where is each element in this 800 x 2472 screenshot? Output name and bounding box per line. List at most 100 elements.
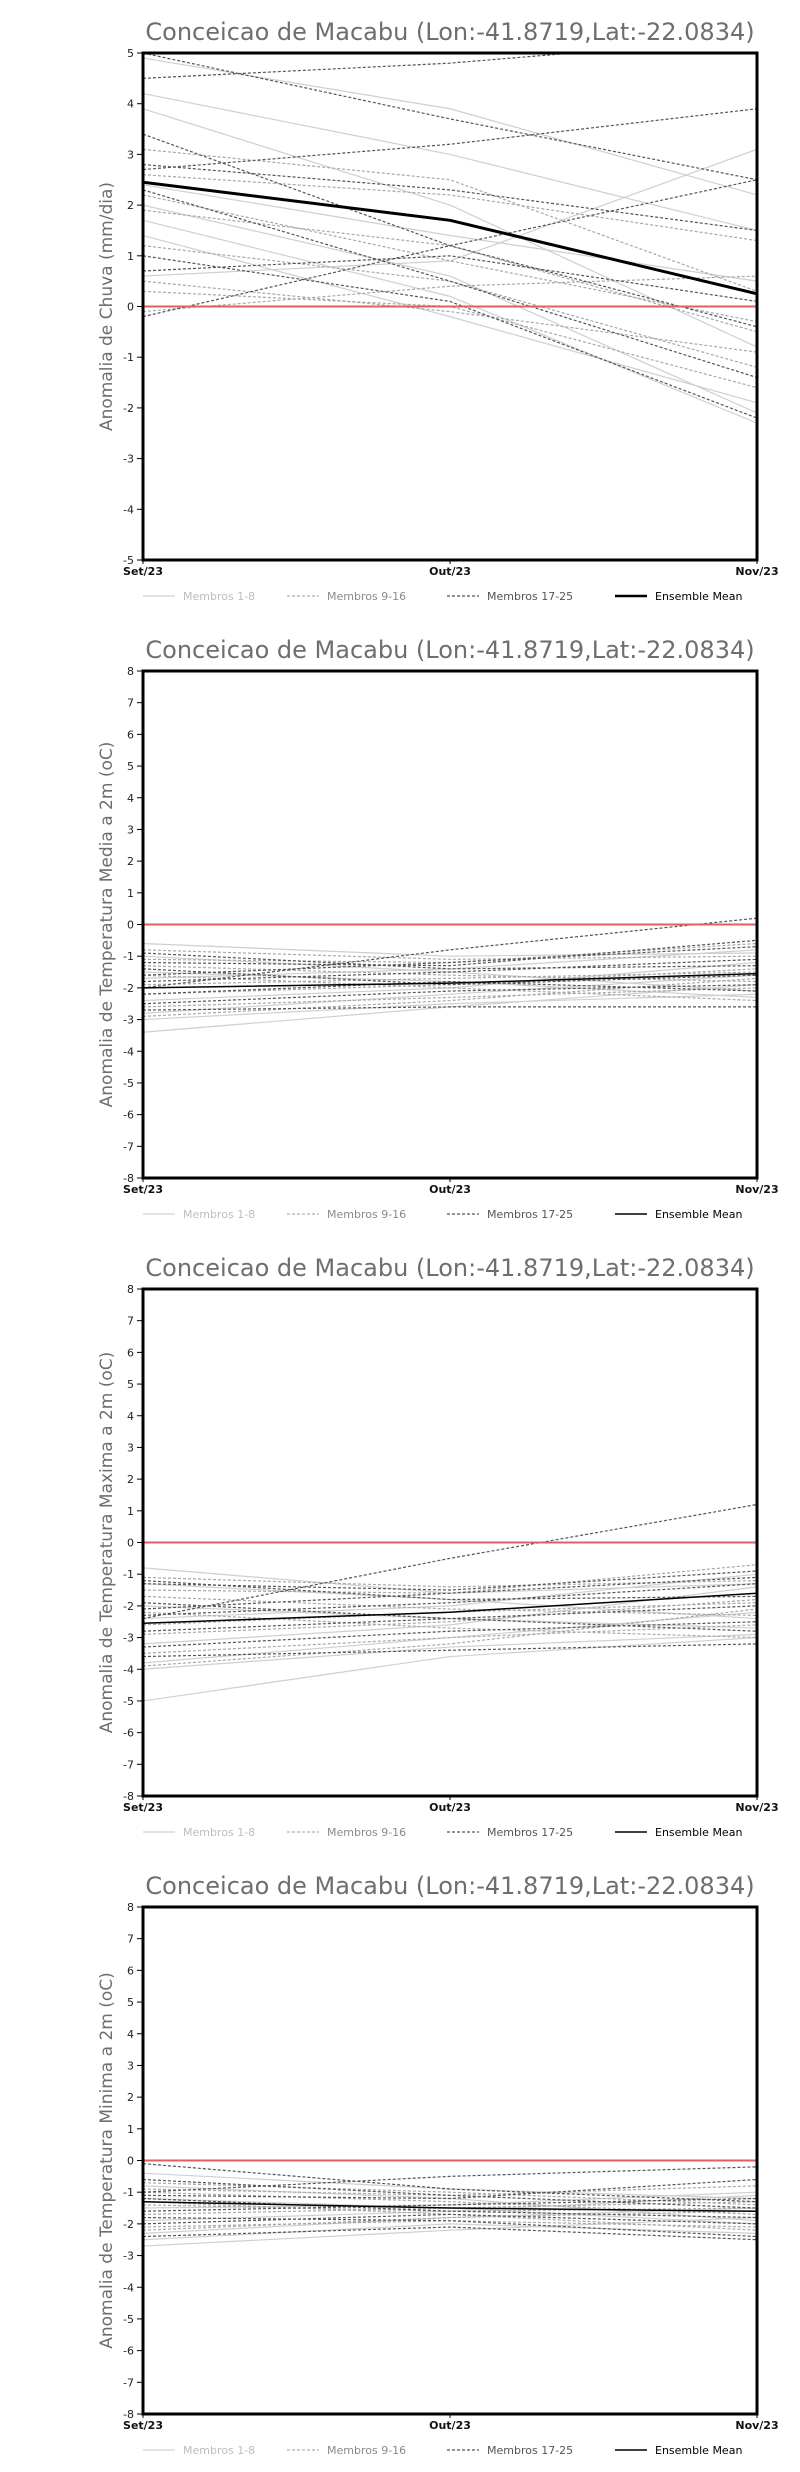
y-tick-label: 1 [127,250,134,263]
member-line-8 [143,1633,757,1670]
member-line-19 [143,1583,757,1616]
member-line-17 [143,53,757,181]
member-line-25 [143,2166,757,2193]
member-line-12 [143,209,757,333]
legend-label: Membros 9-16 [327,1826,406,1839]
member-line-12 [143,1624,757,1655]
chart-title: Conceicao de Macabu (Lon:-41.8719,Lat:-2… [145,1254,754,1282]
y-tick-label: -8 [123,1172,134,1185]
member-line-21 [143,2178,757,2209]
member-line-20 [143,984,757,1005]
y-tick-label: -5 [123,554,134,567]
plot-frame [141,1287,759,1798]
y-tick-label: 0 [127,1537,134,1550]
member-line-13 [143,971,757,986]
member-line-18 [143,1570,757,1591]
member-line-9 [143,1598,757,1635]
member-line-15 [143,1608,757,1667]
y-tick-label: 4 [127,1410,134,1423]
member-line-5 [143,219,757,424]
member-line-17 [143,2163,757,2203]
member-line-21 [143,108,757,171]
member-line-25 [143,946,757,976]
member-line-24 [143,1006,757,1011]
member-line-10 [143,174,757,242]
y-tick-label: 6 [127,728,134,741]
plot-frame [141,51,759,562]
y-tick-label: -6 [123,1727,134,1740]
member-line-21 [143,952,757,970]
legend-label: Membros 9-16 [327,2444,406,2457]
ensemble-mean-line [143,972,757,989]
y-tick-label: -1 [123,1568,134,1581]
legend-label: Ensemble Mean [655,1208,742,1221]
y-tick-label: 4 [127,2028,134,2041]
member-line-8 [143,993,757,1021]
member-line-24 [143,2226,757,2241]
member-line-16 [143,275,757,313]
member-line-2 [143,942,757,957]
y-tick-label: 5 [127,1378,134,1391]
legend-label: Membros 1-8 [183,1826,255,1839]
y-tick-label: -5 [123,2313,134,2326]
member-line-8 [143,184,757,282]
member-line-13 [143,245,757,368]
member-line-8 [143,2223,757,2241]
y-tick-label: -4 [123,1663,134,1676]
y-tick-label: 0 [127,301,134,314]
y-tick-label: -3 [123,1014,134,1027]
member-line-24 [143,1643,757,1658]
x-tick-label: Out/23 [429,2419,471,2432]
member-line-6 [143,234,757,404]
member-line-25 [143,1576,757,1610]
x-tick-label: Nov/23 [735,1183,778,1196]
y-tick-label: 5 [127,760,134,773]
y-tick-label: -7 [123,1140,134,1153]
member-line-21 [143,1579,757,1601]
chart-panel-1: Conceicao de Macabu (Lon:-41.8719,Lat:-2… [97,18,779,603]
y-axis-label: Anomalia de Temperatura Minima a 2m (oC) [97,1972,117,2349]
y-tick-label: -7 [123,2376,134,2389]
y-tick-label: 8 [127,1283,134,1296]
y-tick-label: -4 [123,2281,134,2294]
member-line-23 [143,1602,757,1620]
y-tick-label: 2 [127,1473,134,1486]
member-line-7 [143,1573,757,1620]
y-tick-label: -1 [123,351,134,364]
chart-title: Conceicao de Macabu (Lon:-41.8719,Lat:-2… [145,636,754,664]
y-tick-label: 7 [127,1315,134,1328]
y-tick-label: 1 [127,2123,134,2136]
member-line-18 [143,53,581,79]
y-tick-label: 6 [127,1964,134,1977]
member-line-16 [143,974,757,1002]
chart-panel-3: Conceicao de Macabu (Lon:-41.8719,Lat:-2… [97,1254,779,1839]
y-tick-label: 0 [127,919,134,932]
member-line-4 [143,974,757,1014]
plot-frame [141,1905,759,2416]
legend-label: Ensemble Mean [655,2444,742,2457]
member-line-22 [143,2216,757,2238]
y-tick-label: -6 [123,2345,134,2358]
y-tick-label: 2 [127,2091,134,2104]
x-tick-label: Set/23 [123,1183,163,1196]
legend-label: Membros 9-16 [327,1208,406,1221]
y-tick-label: -1 [123,950,134,963]
y-tick-label: -5 [123,1695,134,1708]
member-line-19 [143,133,757,328]
y-tick-label: -2 [123,1600,134,1613]
y-tick-label: -2 [123,982,134,995]
y-tick-label: 5 [127,1996,134,2009]
y-tick-label: 4 [127,98,134,111]
y-tick-label: 2 [127,855,134,868]
ensemble-mean-line [143,1592,757,1625]
member-line-1 [143,2216,757,2247]
legend-label: Membros 9-16 [327,590,406,603]
x-tick-label: Out/23 [429,1801,471,1814]
y-tick-label: -8 [123,2408,134,2421]
y-axis-label: Anomalia de Temperatura Maxima a 2m (oC) [97,1352,117,1734]
member-line-2 [143,92,757,232]
y-tick-label: 1 [127,1505,134,1518]
x-tick-label: Out/23 [429,1183,471,1196]
y-tick-label: 3 [127,148,134,161]
